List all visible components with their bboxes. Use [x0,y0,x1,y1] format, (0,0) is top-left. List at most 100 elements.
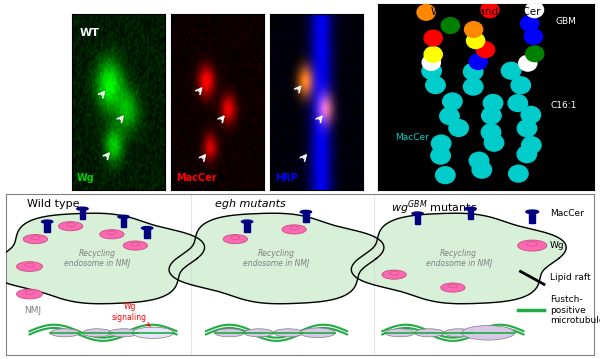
Ellipse shape [448,284,457,288]
Circle shape [481,124,501,141]
FancyBboxPatch shape [529,213,535,223]
Circle shape [109,329,139,337]
Circle shape [431,135,451,152]
Circle shape [422,55,440,70]
Circle shape [521,137,541,154]
Circle shape [469,152,489,169]
Ellipse shape [282,225,306,234]
Circle shape [431,147,451,164]
Circle shape [482,107,501,124]
Circle shape [484,134,504,151]
Circle shape [77,207,88,210]
Circle shape [444,329,473,337]
Text: Wild type: Wild type [26,199,79,209]
Text: GBM: GBM [556,17,577,25]
Polygon shape [352,213,566,304]
Circle shape [481,2,499,18]
Circle shape [484,94,503,111]
Circle shape [519,55,537,71]
FancyBboxPatch shape [121,218,127,227]
FancyBboxPatch shape [244,223,250,232]
Text: egh mutants: egh mutants [215,199,286,209]
Circle shape [50,329,80,337]
Circle shape [517,146,536,163]
Ellipse shape [123,241,148,250]
Text: HRP: HRP [275,173,298,183]
Circle shape [449,120,469,136]
Circle shape [417,5,435,20]
Circle shape [462,326,515,340]
Circle shape [436,167,455,183]
Ellipse shape [131,242,140,246]
Circle shape [241,220,253,223]
Circle shape [424,30,442,46]
FancyBboxPatch shape [44,223,50,232]
Circle shape [476,42,494,57]
Polygon shape [0,213,205,304]
Text: Recycling
endosome in NMJ: Recycling endosome in NMJ [64,249,130,268]
Ellipse shape [23,234,47,244]
Circle shape [508,95,527,112]
Ellipse shape [66,223,75,227]
Text: Fustch-
positive
microtubule: Fustch- positive microtubule [550,295,600,325]
Circle shape [300,328,335,337]
Circle shape [521,15,539,31]
Ellipse shape [382,270,406,279]
Circle shape [441,18,460,33]
Circle shape [526,2,544,18]
Circle shape [82,329,112,337]
Circle shape [472,161,491,178]
Circle shape [517,120,537,137]
FancyBboxPatch shape [303,213,309,222]
Circle shape [521,106,541,123]
Circle shape [463,63,483,80]
Circle shape [424,47,442,62]
Circle shape [412,212,423,215]
Circle shape [465,207,476,210]
Ellipse shape [107,231,116,235]
Circle shape [526,210,539,214]
Circle shape [415,329,444,337]
Text: Recycling
endosome in NMJ: Recycling endosome in NMJ [244,249,310,268]
Ellipse shape [518,240,547,251]
Circle shape [467,33,485,48]
Text: Wg: Wg [550,241,565,250]
FancyBboxPatch shape [80,210,85,219]
Ellipse shape [17,262,43,271]
Polygon shape [169,213,384,304]
Ellipse shape [290,226,299,230]
Text: MacCer: MacCer [176,173,216,183]
Circle shape [509,165,528,182]
Circle shape [526,46,544,62]
Text: MacCer: MacCer [550,209,584,218]
Circle shape [244,329,274,337]
Text: Recycling
endosome in NMJ: Recycling endosome in NMJ [425,249,492,268]
Ellipse shape [231,236,240,239]
Circle shape [469,54,487,69]
Circle shape [524,29,542,45]
Text: MacCer: MacCer [395,134,429,143]
Ellipse shape [17,289,43,299]
Circle shape [274,329,303,337]
Ellipse shape [389,271,398,275]
Circle shape [440,108,459,125]
FancyBboxPatch shape [415,215,421,224]
Text: WT: WT [79,28,100,38]
Ellipse shape [59,222,83,231]
Ellipse shape [25,263,34,267]
Text: Wg GBM and MacCer: Wg GBM and MacCer [431,7,541,17]
Circle shape [426,77,445,94]
Circle shape [300,210,311,214]
Ellipse shape [223,234,247,244]
Circle shape [142,227,153,230]
Text: Wg: Wg [77,173,94,183]
Text: Wg
signaling: Wg signaling [112,303,151,326]
Circle shape [41,220,53,223]
FancyBboxPatch shape [467,210,473,219]
Circle shape [385,329,415,337]
Circle shape [422,62,442,79]
Ellipse shape [441,283,465,292]
Text: Lipid raft: Lipid raft [550,273,590,283]
Ellipse shape [527,242,538,246]
Circle shape [511,77,530,94]
